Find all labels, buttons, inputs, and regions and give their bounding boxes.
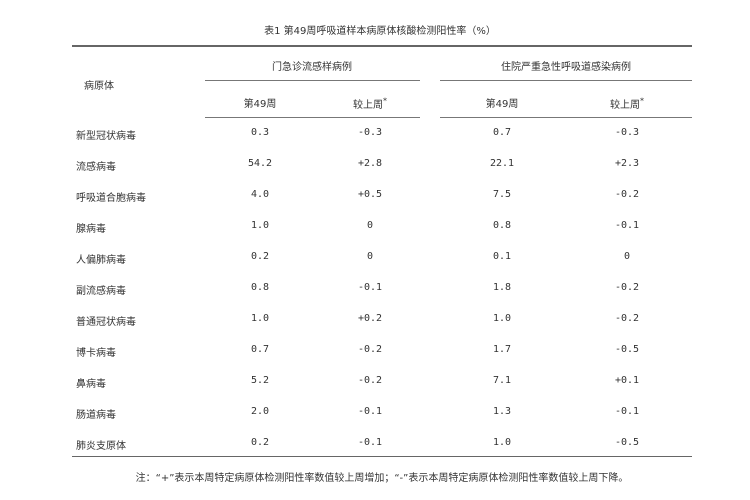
table-cell: 0: [623, 251, 631, 262]
table-cell: +0.1: [614, 375, 640, 386]
pathogen-name: 肠道病毒: [76, 410, 116, 421]
pathogen-name: 肺炎支原体: [76, 441, 126, 452]
bottom-rule: [72, 456, 692, 457]
table-cell: 1.0: [250, 220, 270, 231]
group-header-outpatient: 门急诊流感样病例: [272, 62, 352, 73]
table-cell: 0.7: [250, 344, 270, 355]
col-header-label: 较上周: [353, 100, 383, 111]
pathogen-name: 流感病毒: [76, 162, 116, 173]
table-cell: 7.1: [492, 375, 512, 386]
pathogen-name: 新型冠状病毒: [76, 131, 136, 142]
pathogen-name: 副流感病毒: [76, 286, 126, 297]
col-header-week49-outpatient: 第49周: [243, 99, 277, 110]
col-header-label: 较上周: [610, 100, 640, 111]
table-cell: 1.0: [492, 313, 512, 324]
table-cell: -0.5: [614, 344, 640, 355]
table-cell: -0.2: [357, 344, 383, 355]
table-cell: 1.7: [492, 344, 512, 355]
group-rule-inpatient: [440, 80, 692, 81]
table-cell: 0.8: [250, 282, 270, 293]
table-cell: -0.1: [357, 406, 383, 417]
pathogen-name: 人偏肺病毒: [76, 255, 126, 266]
table-cell: 0.2: [250, 251, 270, 262]
table-cell: 7.5: [492, 189, 512, 200]
table-cell: 5.2: [250, 375, 270, 386]
table-cell: 1.3: [492, 406, 512, 417]
table-cell: +2.8: [357, 158, 383, 169]
pathogen-name: 普通冠状病毒: [76, 317, 136, 328]
table-cell: 54.2: [247, 158, 273, 169]
table-cell: +0.5: [357, 189, 383, 200]
table-cell: 0.1: [492, 251, 512, 262]
table-cell: -0.3: [357, 127, 383, 138]
asterisk: *: [640, 96, 644, 106]
table-cell: -0.2: [614, 282, 640, 293]
pathogen-name: 腺病毒: [76, 224, 106, 235]
col-header-week49-inpatient: 第49周: [485, 99, 519, 110]
col-header-change-outpatient: 较上周*: [353, 96, 387, 111]
table-note: 注：“+”表示本周特定病原体检测阳性率数值较上周增加；“-”表示本周特定病原体检…: [135, 473, 629, 484]
group-rule-outpatient: [205, 80, 420, 81]
table-cell: -0.2: [357, 375, 383, 386]
asterisk: *: [383, 96, 387, 106]
pathogen-name: 博卡病毒: [76, 348, 116, 359]
table-cell: +0.2: [357, 313, 383, 324]
table-cell: -0.1: [614, 406, 640, 417]
group-header-inpatient: 住院严重急性呼吸道感染病例: [501, 62, 631, 73]
table-cell: -0.2: [614, 313, 640, 324]
table-cell: +2.3: [614, 158, 640, 169]
table-cell: 0: [366, 220, 374, 231]
row-header: 病原体: [84, 81, 114, 92]
col-header-change-inpatient: 较上周*: [610, 96, 644, 111]
top-rule: [72, 45, 692, 47]
table-cell: 0.7: [492, 127, 512, 138]
table-title: 表1 第49周呼吸道样本病原体核酸检测阳性率（%）: [264, 26, 496, 37]
sub-rule-inpatient: [440, 117, 692, 118]
table-cell: -0.1: [357, 282, 383, 293]
table-cell: 0.3: [250, 127, 270, 138]
pathogen-name: 呼吸道合胞病毒: [76, 193, 146, 204]
table-cell: -0.1: [357, 437, 383, 448]
table-cell: 1.8: [492, 282, 512, 293]
table-cell: 22.1: [489, 158, 515, 169]
table-cell: 1.0: [492, 437, 512, 448]
table-cell: -0.1: [614, 220, 640, 231]
table-cell: -0.5: [614, 437, 640, 448]
table-cell: 4.0: [250, 189, 270, 200]
table-cell: 0.2: [250, 437, 270, 448]
table-cell: 1.0: [250, 313, 270, 324]
table-cell: 0: [366, 251, 374, 262]
table-cell: 0.8: [492, 220, 512, 231]
table-cell: 2.0: [250, 406, 270, 417]
sub-rule-outpatient: [205, 117, 420, 118]
table-cell: -0.3: [614, 127, 640, 138]
pathogen-name: 鼻病毒: [76, 379, 106, 390]
table-cell: -0.2: [614, 189, 640, 200]
